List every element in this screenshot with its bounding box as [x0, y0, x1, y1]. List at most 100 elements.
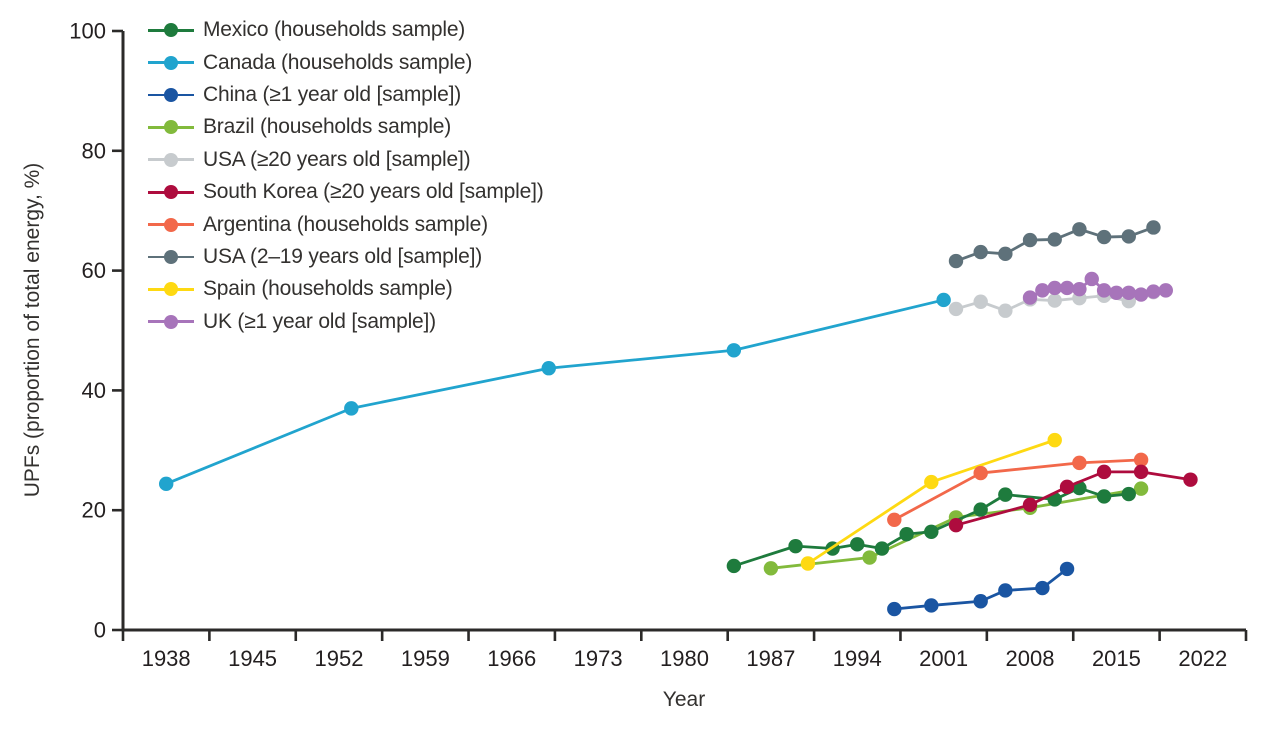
y-tick-label: 40: [82, 378, 106, 403]
data-point: [948, 253, 964, 269]
data-point: [726, 558, 742, 574]
data-point: [1072, 222, 1087, 237]
legend-line-dot-marker: [148, 119, 194, 135]
data-point: [1133, 452, 1149, 468]
data-point: [1022, 497, 1038, 513]
legend-label: Brazil (households sample): [203, 115, 452, 139]
data-point: [1121, 486, 1136, 502]
data-point: [1022, 232, 1038, 248]
x-tick-label: 1987: [746, 646, 795, 671]
data-point: [1084, 271, 1099, 287]
data-point: [1047, 232, 1062, 247]
x-tick-label: 1952: [314, 646, 363, 671]
data-point: [1146, 220, 1161, 235]
data-point: [1121, 285, 1136, 300]
x-tick-label: 2022: [1178, 646, 1227, 671]
data-point: [1035, 580, 1050, 596]
data-point: [887, 512, 902, 527]
data-point: [998, 303, 1013, 318]
x-tick-label: 1938: [142, 646, 191, 671]
series-6: [887, 452, 1149, 527]
legend-label: UK (≥1 year old [sample]): [203, 309, 436, 333]
legend: Mexico (households sample) Canada (househ…: [148, 14, 544, 338]
data-point: [1059, 280, 1075, 296]
data-point: [800, 556, 816, 571]
series-line: [807, 438, 1056, 565]
legend-line-dot-marker: [148, 184, 194, 200]
data-point: [973, 465, 988, 481]
data-point: [344, 401, 359, 416]
series-0: [726, 480, 1136, 574]
x-tick-label: 1994: [833, 646, 882, 671]
legend-line-dot-marker: [148, 152, 194, 168]
data-point: [936, 292, 951, 308]
legend-item: UK (≥1 year old [sample]): [148, 306, 544, 338]
series-1: [158, 292, 951, 492]
x-tick-label: 1945: [228, 646, 277, 671]
data-point: [998, 583, 1013, 598]
legend-item: China (≥1 year old [sample]): [148, 79, 544, 111]
x-tick-label: 2001: [919, 646, 968, 671]
data-point: [1133, 464, 1149, 480]
legend-item: USA (2–19 years old [sample]): [148, 241, 544, 273]
x-tick-label: 1966: [487, 646, 536, 671]
data-point: [788, 538, 803, 554]
y-tick-label: 20: [82, 498, 106, 523]
data-point: [1022, 290, 1038, 305]
data-point: [899, 526, 914, 542]
series-5: [948, 464, 1198, 533]
data-point: [948, 301, 964, 317]
data-point: [948, 517, 964, 533]
legend-label: Spain (households sample): [203, 277, 453, 301]
legend-label: Mexico (households sample): [203, 18, 466, 42]
data-point: [1059, 479, 1075, 495]
legend-item: USA (≥20 years old [sample]): [148, 144, 544, 176]
legend-line-dot-marker: [148, 217, 194, 233]
data-point: [1133, 287, 1149, 302]
legend-label: Canada (households sample): [203, 50, 473, 74]
series-7: [948, 220, 1161, 269]
legend-label: USA (2–19 years old [sample]): [203, 244, 483, 268]
legend-line-dot-marker: [148, 55, 194, 71]
data-point: [998, 246, 1013, 262]
data-point: [1096, 489, 1112, 504]
x-tick-label: 2008: [1006, 646, 1055, 671]
x-tick-label: 2015: [1092, 646, 1141, 671]
data-point: [1035, 283, 1050, 298]
legend-item: Brazil (households sample): [148, 111, 544, 143]
data-point: [887, 601, 902, 617]
series-line: [893, 458, 1142, 522]
data-point: [1047, 432, 1062, 448]
data-point: [973, 244, 988, 260]
y-tick-label: 0: [94, 618, 106, 643]
x-tick-label: 1980: [660, 646, 709, 671]
data-point: [1133, 481, 1149, 496]
data-point: [158, 476, 174, 492]
data-point: [862, 550, 877, 565]
legend-line-dot-marker: [148, 22, 194, 38]
legend-item: Mexico (households sample): [148, 14, 544, 46]
data-point: [1072, 455, 1087, 471]
legend-line-dot-marker: [148, 281, 194, 297]
legend-line-dot-marker: [148, 249, 194, 265]
legend-item: Argentina (households sample): [148, 208, 544, 240]
legend-item: Canada (households sample): [148, 46, 544, 78]
y-tick-label: 100: [69, 19, 106, 44]
legend-label: China (≥1 year old [sample]): [203, 82, 462, 106]
data-point: [1072, 281, 1087, 297]
data-point: [998, 487, 1013, 502]
y-tick-label: 80: [82, 138, 106, 163]
data-point: [1096, 464, 1112, 480]
series-line: [955, 470, 1191, 527]
data-point: [1109, 285, 1124, 300]
data-point: [541, 361, 556, 376]
legend-label: USA (≥20 years old [sample]): [203, 147, 471, 171]
series-9: [1022, 271, 1173, 305]
legend-item: South Korea (≥20 years old [sample]): [148, 176, 544, 208]
data-point: [924, 598, 939, 613]
data-point: [924, 524, 939, 539]
data-point: [973, 502, 988, 517]
data-point: [763, 561, 779, 576]
series-2: [887, 561, 1075, 617]
